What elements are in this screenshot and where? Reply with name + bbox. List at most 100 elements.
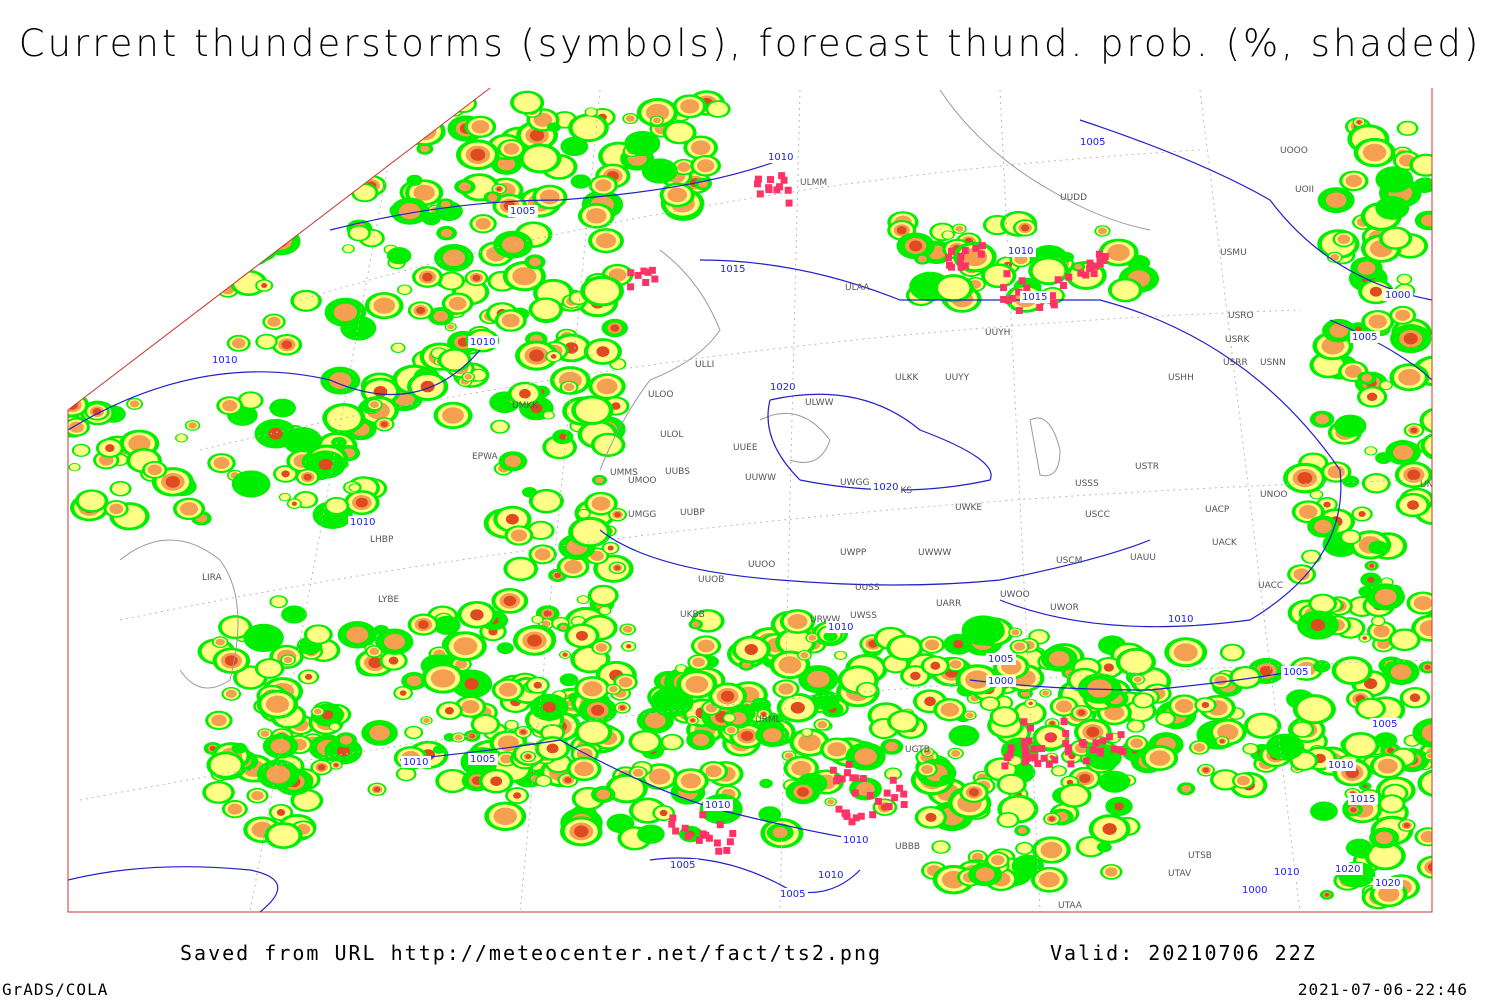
shade-blob — [667, 187, 688, 203]
shade-blob — [981, 697, 999, 710]
shade-blob — [167, 253, 186, 267]
storm-symbol — [1006, 751, 1014, 759]
shade-blob — [329, 372, 352, 389]
shade-blob — [166, 262, 175, 269]
shade-blob — [1293, 568, 1310, 581]
thunderstorm-symbols — [627, 172, 1127, 855]
isobar-label: 1020 — [873, 482, 898, 493]
station-label: UUEE — [733, 443, 758, 453]
shade-blob — [165, 261, 177, 270]
shade-blob — [261, 282, 268, 289]
shade-blob — [1297, 471, 1313, 485]
shade-blob — [1066, 779, 1074, 785]
shade-blob — [1403, 822, 1410, 828]
shade-blob — [951, 749, 961, 757]
shade-blob — [1427, 753, 1432, 759]
shade-blob — [369, 401, 380, 409]
shade-blob — [1103, 663, 1114, 672]
shade-blob — [346, 626, 369, 644]
shade-blob — [106, 276, 114, 282]
station-label: EPWA — [472, 452, 499, 462]
storm-symbol — [640, 267, 648, 275]
shade-blob — [210, 272, 229, 285]
shade-blob — [741, 730, 754, 741]
shade-blob — [1315, 414, 1329, 425]
shade-blob — [533, 681, 542, 689]
storm-symbol — [1101, 252, 1109, 260]
shade-blob — [1410, 427, 1418, 434]
shade-blob — [942, 231, 954, 239]
shade-blob — [692, 733, 710, 747]
shade-blob — [500, 754, 513, 764]
storm-symbol — [713, 839, 721, 847]
shade-blob — [800, 652, 809, 659]
shade-blob — [586, 208, 607, 224]
storm-symbol — [1046, 733, 1054, 741]
shade-blob — [1399, 122, 1417, 135]
isobar-label: 1005 — [1372, 719, 1397, 730]
shade-blob — [492, 421, 508, 433]
shade-blob — [1337, 234, 1351, 245]
shade-blob — [542, 725, 563, 740]
isobar-label: 1005 — [470, 754, 495, 765]
probability-shading — [68, 90, 1432, 910]
shade-blob — [216, 269, 231, 280]
shade-blob — [222, 400, 238, 412]
station-label: UACC — [1258, 581, 1283, 591]
shade-blob — [257, 335, 276, 348]
shade-blob — [759, 778, 773, 789]
shade-blob — [205, 783, 232, 802]
shade-blob — [180, 502, 199, 516]
shade-blob — [708, 101, 728, 117]
shade-blob — [433, 615, 461, 635]
shade-blob — [1079, 773, 1091, 783]
shade-blob — [614, 512, 621, 518]
isobar-label-bg — [1333, 863, 1363, 875]
storm-symbol — [1080, 740, 1088, 748]
station-label: UKBB — [680, 610, 705, 620]
isobars — [68, 119, 1432, 912]
shade-blob — [513, 93, 541, 113]
isobar-label-bg — [668, 859, 698, 871]
storm-symbol — [1092, 262, 1100, 270]
storm-symbol — [669, 814, 677, 822]
shade-blob — [885, 741, 899, 752]
storm-symbol — [648, 266, 656, 274]
shade-blob — [243, 623, 284, 653]
station-label: UTSB — [1188, 851, 1212, 861]
storm-symbol — [1064, 748, 1072, 756]
shade-blob — [354, 185, 376, 201]
shade-blob — [176, 434, 187, 442]
shade-blob — [1334, 414, 1367, 438]
shade-blob — [283, 656, 293, 664]
storm-symbol — [1090, 270, 1098, 278]
station-label: URML — [755, 715, 781, 725]
shade-blob — [470, 148, 486, 161]
shade-blob — [680, 773, 701, 789]
storm-symbol — [1030, 745, 1038, 753]
shade-blob — [1040, 841, 1063, 859]
station-label: UGTB — [905, 745, 930, 755]
shade-blob — [999, 775, 1024, 793]
shade-blob — [772, 826, 788, 839]
shade-blob — [313, 708, 322, 715]
storm-symbol — [1000, 284, 1008, 292]
shade-blob — [159, 294, 183, 311]
shade-blob — [1077, 709, 1086, 716]
graticule — [79, 89, 1432, 912]
shade-blob — [406, 675, 422, 687]
storm-symbol — [857, 812, 865, 820]
shade-blob — [854, 748, 877, 765]
shade-blob — [398, 768, 415, 780]
shade-blob — [1378, 886, 1400, 902]
shade-blob — [955, 225, 964, 232]
shade-blob — [696, 159, 715, 173]
isobar-label: 1005 — [988, 654, 1013, 665]
shade-blob — [953, 640, 964, 649]
shade-blob — [1297, 697, 1332, 722]
isobar-label: 1000 — [1242, 885, 1267, 896]
isobar-label: 1010 — [843, 835, 868, 846]
storm-symbol — [1105, 733, 1113, 741]
station-label: UUYH — [985, 328, 1010, 338]
